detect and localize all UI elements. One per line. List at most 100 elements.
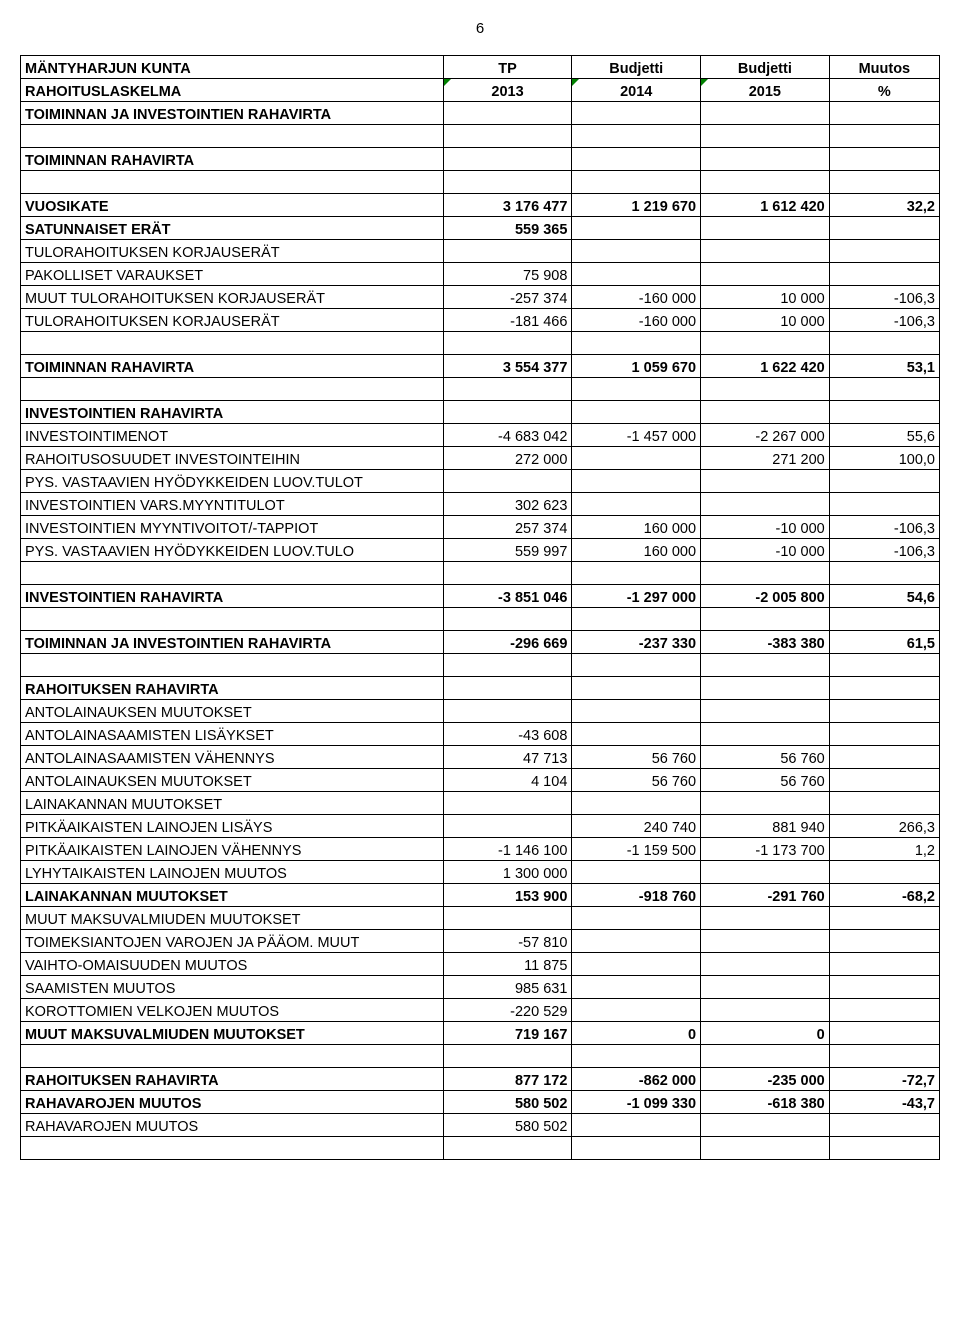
empty-cell [701,125,830,148]
value-cell [829,746,939,769]
header-budjetti-1: Budjetti [572,56,701,79]
empty-cell [572,654,701,677]
empty-cell [829,608,939,631]
value-cell: -57 810 [443,930,572,953]
value-cell: -235 000 [701,1068,830,1091]
value-cell: -181 466 [443,309,572,332]
row-label: PITKÄAIKAISTEN LAINOJEN LISÄYS [21,815,444,838]
value-cell: 160 000 [572,516,701,539]
row-label: RAHOITUKSEN RAHAVIRTA [21,677,444,700]
value-cell: 0 [701,1022,830,1045]
value-cell: -291 760 [701,884,830,907]
table-row: LAINAKANNAN MUUTOKSET153 900-918 760-291… [21,884,940,907]
value-cell [829,148,939,171]
empty-cell [572,125,701,148]
value-cell: -1 173 700 [701,838,830,861]
table-row [21,332,940,355]
value-cell: 11 875 [443,953,572,976]
row-label: VAIHTO-OMAISUUDEN MUUTOS [21,953,444,976]
empty-cell [21,562,444,585]
table-row: MUUT TULORAHOITUKSEN KORJAUSERÄT-257 374… [21,286,940,309]
header-2014: 2014 [572,79,701,102]
value-cell: 75 908 [443,263,572,286]
empty-cell [21,332,444,355]
row-label: TULORAHOITUKSEN KORJAUSERÄT [21,240,444,263]
value-cell [701,953,830,976]
empty-cell [443,608,572,631]
empty-cell [443,171,572,194]
value-cell [829,999,939,1022]
row-label: RAHOITUKSEN RAHAVIRTA [21,1068,444,1091]
table-row: ANTOLAINAUKSEN MUUTOKSET4 10456 76056 76… [21,769,940,792]
header-pct: % [829,79,939,102]
value-cell [829,976,939,999]
row-label: TOIMINNAN RAHAVIRTA [21,148,444,171]
value-cell: -237 330 [572,631,701,654]
table-row: INVESTOINTIEN MYYNTIVOITOT/-TAPPIOT257 3… [21,516,940,539]
value-cell [829,792,939,815]
value-cell [829,102,939,125]
row-label: INVESTOINTIEN VARS.MYYNTITULOT [21,493,444,516]
row-label: LAINAKANNAN MUUTOKSET [21,884,444,907]
value-cell [443,148,572,171]
empty-cell [572,378,701,401]
table-row: RAHAVAROJEN MUUTOS580 502 [21,1114,940,1137]
value-cell [829,769,939,792]
table-row: TOIMEKSIANTOJEN VAROJEN JA PÄÄOM. MUUT-5… [21,930,940,953]
value-cell: 100,0 [829,447,939,470]
value-cell: 559 365 [443,217,572,240]
empty-cell [829,378,939,401]
value-cell: -106,3 [829,286,939,309]
value-cell: -43 608 [443,723,572,746]
value-cell [701,723,830,746]
empty-cell [21,171,444,194]
value-cell: -3 851 046 [443,585,572,608]
header-2015: 2015 [701,79,830,102]
value-cell: 53,1 [829,355,939,378]
value-cell [443,815,572,838]
value-cell [829,907,939,930]
value-cell [701,263,830,286]
value-cell [572,470,701,493]
empty-cell [443,654,572,677]
value-cell [572,792,701,815]
header-title-2: RAHOITUSLASKELMA [21,79,444,102]
table-row: VAIHTO-OMAISUUDEN MUUTOS11 875 [21,953,940,976]
table-row: ANTOLAINASAAMISTEN LISÄYKSET-43 608 [21,723,940,746]
empty-cell [829,654,939,677]
table-row [21,654,940,677]
row-label: MUUT TULORAHOITUKSEN KORJAUSERÄT [21,286,444,309]
row-label: KOROTTOMIEN VELKOJEN MUUTOS [21,999,444,1022]
value-cell [701,999,830,1022]
value-cell [572,999,701,1022]
table-row: RAHOITUSOSUUDET INVESTOINTEIHIN272 00027… [21,447,940,470]
value-cell [443,907,572,930]
empty-cell [21,125,444,148]
value-cell: 32,2 [829,194,939,217]
value-cell: 56 760 [701,746,830,769]
empty-cell [829,125,939,148]
empty-cell [829,171,939,194]
table-row: TULORAHOITUKSEN KORJAUSERÄT [21,240,940,263]
table-row: RAHOITUKSEN RAHAVIRTA [21,677,940,700]
empty-cell [701,654,830,677]
row-label: RAHAVAROJEN MUUTOS [21,1091,444,1114]
value-cell [572,907,701,930]
row-label: INVESTOINTIEN RAHAVIRTA [21,585,444,608]
value-cell [701,861,830,884]
value-cell: 1 612 420 [701,194,830,217]
value-cell [701,976,830,999]
empty-cell [21,608,444,631]
value-cell: 266,3 [829,815,939,838]
table-row: MUUT MAKSUVALMIUDEN MUUTOKSET719 16700 [21,1022,940,1045]
table-row: LAINAKANNAN MUUTOKSET [21,792,940,815]
value-cell: 10 000 [701,286,830,309]
value-cell [829,700,939,723]
value-cell [701,677,830,700]
value-cell: 56 760 [572,769,701,792]
value-cell [443,677,572,700]
value-cell [572,493,701,516]
value-cell: 54,6 [829,585,939,608]
row-label: RAHOITUSOSUUDET INVESTOINTEIHIN [21,447,444,470]
value-cell: 719 167 [443,1022,572,1045]
